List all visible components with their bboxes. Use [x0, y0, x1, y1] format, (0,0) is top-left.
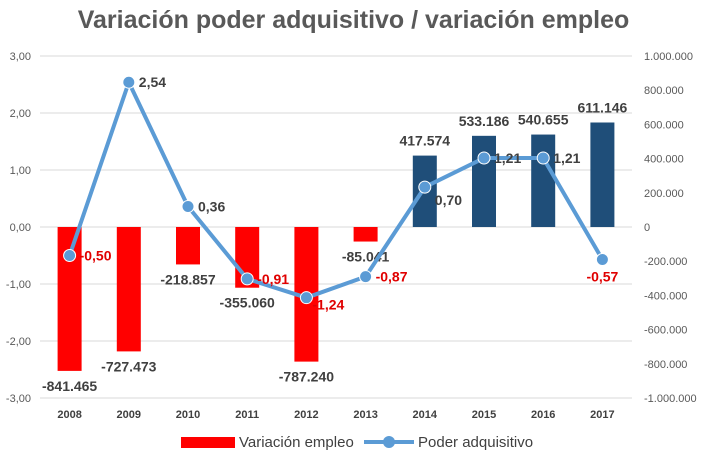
line-data-label: -1,24	[312, 297, 344, 313]
x-tick-label: 2015	[472, 409, 496, 421]
line-point	[477, 151, 491, 165]
y-right-tick-label: 200.000	[644, 188, 684, 200]
line-data-label: 0,36	[198, 198, 225, 214]
bar-variacion-empleo	[590, 122, 615, 227]
bar-data-label: -355.060	[220, 295, 275, 311]
line-point	[122, 75, 136, 89]
x-tick-label: 2010	[176, 409, 200, 421]
bar-data-label: -787.240	[279, 369, 334, 385]
line-data-label: 2,54	[139, 74, 166, 90]
line-data-label: 0,70	[435, 192, 462, 208]
line-data-label: 1,21	[553, 150, 580, 166]
bar-data-label: 533.186	[459, 113, 510, 129]
line-data-label: 1,21	[494, 150, 521, 166]
bar-variacion-empleo	[353, 227, 378, 242]
line-data-label: -0,50	[80, 248, 112, 264]
y-left-tick-label: -2,00	[6, 336, 31, 348]
bar-data-label: -841.465	[42, 378, 97, 394]
bar-variacion-empleo	[472, 135, 496, 227]
y-right-tick-label: 1.000.000	[644, 51, 693, 63]
line-data-label: -0,91	[257, 271, 289, 287]
x-tick-label: 2017	[590, 409, 614, 421]
line-point	[181, 199, 195, 213]
y-left-tick-label: 1,00	[10, 165, 31, 177]
x-tick-label: 2014	[413, 409, 438, 421]
bar-data-label: 611.146	[577, 99, 627, 115]
y-left-tick-label: -3,00	[6, 393, 31, 405]
y-right-tick-label: 0	[644, 222, 650, 234]
y-left-tick-label: 2,00	[10, 108, 31, 120]
bar-data-label: -218.857	[160, 271, 215, 287]
bar-variacion-empleo	[176, 227, 200, 265]
y-right-tick-label: -600.000	[644, 325, 687, 337]
bar-variacion-empleo	[57, 227, 82, 371]
bar-variacion-empleo	[116, 227, 141, 352]
line-point	[359, 270, 373, 284]
bar-variacion-empleo	[531, 134, 556, 227]
y-right-tick-label: 400.000	[644, 154, 684, 166]
y-right-tick-label: -400.000	[644, 290, 687, 302]
x-tick-label: 2016	[531, 409, 555, 421]
x-tick-label: 2009	[117, 409, 141, 421]
y-right-tick-label: 800.000	[644, 85, 684, 97]
legend-swatch-variacion-empleo	[181, 437, 235, 448]
line-point	[418, 180, 432, 194]
line-point	[595, 252, 609, 266]
line-point	[536, 151, 550, 165]
bar-data-label: 417.574	[399, 133, 450, 149]
y-right-tick-label: -200.000	[644, 256, 687, 268]
legend-marker-poder-adquisitivo	[383, 436, 395, 448]
y-right-tick-label: -800.000	[644, 359, 687, 371]
line-point	[240, 272, 254, 286]
y-left-tick-label: 3,00	[10, 51, 31, 63]
line-point	[63, 249, 77, 262]
x-tick-label: 2013	[353, 409, 377, 421]
x-tick-label: 2012	[294, 409, 318, 421]
line-poder-adquisitivo	[67, 80, 605, 300]
bar-data-label: -727.473	[101, 358, 156, 374]
bar-data-label: 540.655	[518, 112, 569, 128]
y-left-tick-label: 0,00	[10, 222, 31, 234]
chart-title: Variación poder adquisitivo / variación …	[77, 6, 630, 34]
y-left-tick-label: -1,00	[6, 279, 31, 291]
legend-label-variacion-empleo: Variación empleo	[239, 434, 354, 451]
y-right-tick-label: 600.000	[644, 119, 684, 131]
legend-label-poder-adquisitivo: Poder adquisitivo	[418, 434, 533, 451]
line-point	[299, 291, 313, 305]
line-data-label: -0,87	[376, 269, 408, 285]
x-tick-label: 2011	[235, 409, 259, 421]
x-tick-label: 2008	[57, 409, 81, 421]
line-data-label: -0,57	[586, 268, 618, 284]
y-right-tick-label: -1.000.000	[644, 393, 697, 405]
